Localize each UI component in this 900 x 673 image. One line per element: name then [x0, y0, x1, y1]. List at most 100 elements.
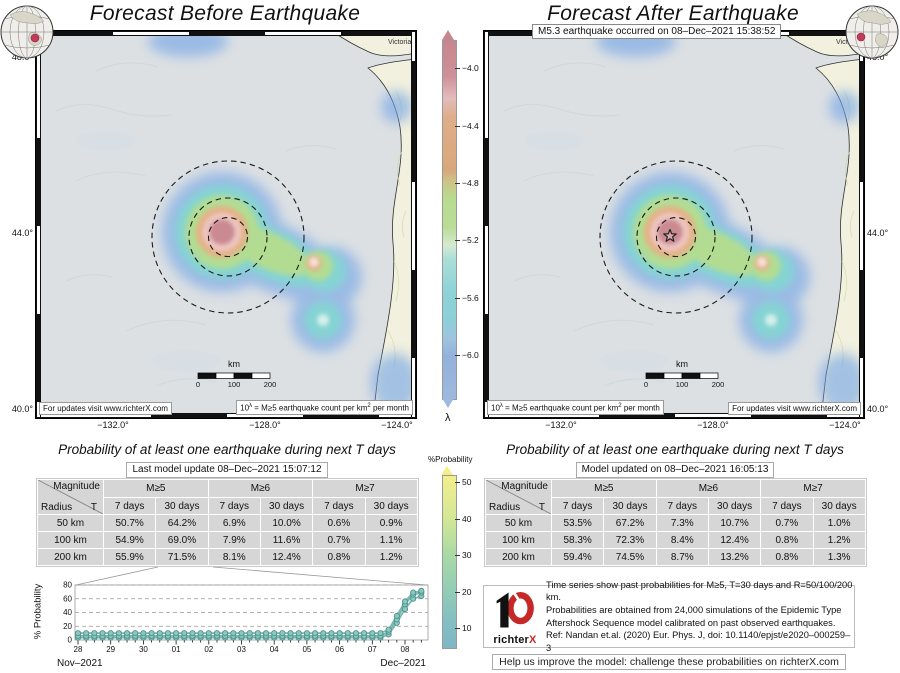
month-label-start: Nov–2021 [57, 658, 103, 669]
svg-text:08: 08 [401, 645, 410, 654]
table-title-right: Probability of at least one earthquake d… [506, 442, 844, 457]
chart-xtick-labels: 28 29 30 01 02 03 04 05 06 07 08 [74, 645, 410, 654]
table-row: 200 km 55.9% 71.5% 8.1% 12.4% 0.8% 1.2% [37, 548, 418, 566]
units-note: 10λ = M≥5 earthquake count per km2 per m… [487, 400, 664, 415]
table-row: 100 km 54.9% 69.0% 7.9% 11.6% 0.7% 1.1% [37, 531, 418, 549]
right-map-title: Forecast After Earthquake [547, 2, 799, 25]
row-label: 100 km [485, 531, 552, 549]
prob-cell: 74.5% [603, 548, 657, 566]
lat-tick-label: 44.0° [11, 228, 33, 238]
updates-note: For updates visit www.richterX.com [39, 402, 172, 415]
earthquake-info-box: M5.3 earthquake occurred on 08–Dec–2021 … [532, 24, 782, 39]
chart-axis-ticks [77, 640, 422, 645]
row-label: 50 km [37, 514, 104, 532]
model-info-box: richterX Time series show past probabili… [483, 580, 855, 653]
sub-col-header: 30 days [812, 497, 866, 515]
table-row: 50 km 50.7% 64.2% 6.9% 10.0% 0.6% 0.9% [37, 514, 418, 532]
svg-text:40: 40 [63, 608, 72, 617]
colorbar-tick: −4.8 [462, 178, 479, 188]
row-label: 50 km [485, 514, 552, 532]
col-group-header: M≥5 [103, 479, 209, 498]
prob-cell: 0.6% [312, 514, 366, 532]
richterx-logo: richterX [484, 588, 546, 646]
sub-col-header: 7 days [312, 497, 366, 515]
prob-table-after: Magnitude Radius T M≥5 M≥6 M≥7 7 days 30… [484, 478, 867, 567]
epicenter-dot [856, 32, 866, 42]
sub-col-header: 7 days [102, 497, 157, 515]
prob-cell: 13.2% [707, 548, 762, 566]
svg-text:30: 30 [139, 645, 148, 654]
table-chart-connectors [75, 566, 428, 586]
table-corner-cell: Magnitude Radius T [37, 479, 104, 515]
svg-text:28: 28 [74, 645, 83, 654]
colorbar-gradient [442, 475, 457, 649]
left-map-title: Forecast Before Earthquake [89, 2, 361, 25]
prob-cell: 53.5% [550, 514, 605, 532]
prob-cell: 64.2% [155, 514, 209, 532]
globe-locator-left [0, 1, 56, 68]
prob-cell: 12.4% [707, 531, 762, 549]
corner-magnitude: Magnitude [53, 481, 100, 492]
colorbar-tick: 20 [462, 587, 472, 597]
prob-cell: 1.1% [364, 531, 418, 549]
probability-colorbar: %Probability 50 40 30 20 10 [428, 455, 482, 655]
colorbar-tick: 40 [462, 514, 472, 524]
prob-cell: 69.0% [155, 531, 209, 549]
sub-col-header: 7 days [550, 497, 605, 515]
chart-ytick-labels: 0 20 40 60 80 [63, 581, 72, 645]
col-group-header: M≥7 [760, 479, 866, 498]
prob-cell: 71.5% [155, 548, 209, 566]
prob-cell: 67.2% [603, 514, 657, 532]
svg-text:03: 03 [237, 645, 246, 654]
colorbar-tick: 50 [462, 477, 472, 487]
map-frame-edge [36, 31, 416, 36]
colorbar-arrow-top [442, 30, 454, 40]
lat-tick-label: 44.0° [867, 228, 889, 238]
prob-cell: 54.9% [102, 531, 157, 549]
corner-t: T [90, 502, 97, 513]
prob-cell: 55.9% [102, 548, 157, 566]
sub-col-header: 7 days [760, 497, 814, 515]
prob-cell: 0.7% [760, 514, 814, 532]
colorbar-tick: −4.0 [462, 63, 479, 73]
col-group-header: M≥7 [312, 479, 418, 498]
prob-cell: 8.1% [207, 548, 261, 566]
prob-cell: 8.4% [655, 531, 709, 549]
timeseries-chart: 0 20 40 60 80 28 29 30 01 02 03 04 05 06… [55, 580, 440, 673]
lambda-colorbar: −4.0 −4.4 −4.8 −5.2 −5.6 −6.0 λ [442, 30, 480, 430]
epicenter-dot [30, 33, 40, 43]
svg-text:04: 04 [270, 645, 279, 654]
col-group-header: M≥6 [207, 479, 314, 498]
svg-text:0: 0 [68, 636, 73, 645]
richterx-wordmark: richterX [493, 633, 537, 646]
prob-cell: 1.0% [812, 514, 866, 532]
svg-text:01: 01 [172, 645, 181, 654]
updates-note: For updates visit www.richterX.com [728, 402, 861, 415]
lat-tick-label: 40.0° [867, 404, 889, 414]
map-after: 10λ = M≥5 earthquake count per km2 per m… [483, 30, 865, 419]
colorbar-arrow-bottom [442, 398, 454, 408]
prob-table-before: Magnitude Radius T M≥5 M≥6 M≥7 7 days 30… [36, 478, 419, 567]
colorbar-tick: −4.4 [462, 121, 479, 131]
model-description: Time series show past probabilities for … [546, 579, 853, 653]
prob-cell: 59.4% [550, 548, 605, 566]
colorbar-tick: −5.2 [462, 235, 479, 245]
lambda-label: λ [445, 412, 451, 424]
svg-text:05: 05 [302, 645, 311, 654]
table-corner-cell: Magnitude Radius T [485, 479, 552, 515]
col-group-header: M≥5 [551, 479, 657, 498]
sub-col-header: 30 days [364, 497, 418, 515]
colorbar-arrow-top [441, 466, 453, 475]
prob-cell: 12.4% [259, 548, 314, 566]
units-note: 10λ = M≥5 earthquake count per km2 per m… [236, 400, 413, 415]
prob-cell: 10.7% [707, 514, 762, 532]
map-frame-edge [411, 31, 416, 418]
prob-cell: 72.3% [603, 531, 657, 549]
table-row: 50 km 53.5% 67.2% 7.3% 10.7% 0.7% 1.0% [485, 514, 866, 532]
colorbar-gradient [442, 40, 457, 400]
prob-cell: 50.7% [102, 514, 157, 532]
prob-cell: 11.6% [259, 531, 314, 549]
corner-magnitude: Magnitude [501, 481, 548, 492]
prob-cell: 0.7% [312, 531, 366, 549]
